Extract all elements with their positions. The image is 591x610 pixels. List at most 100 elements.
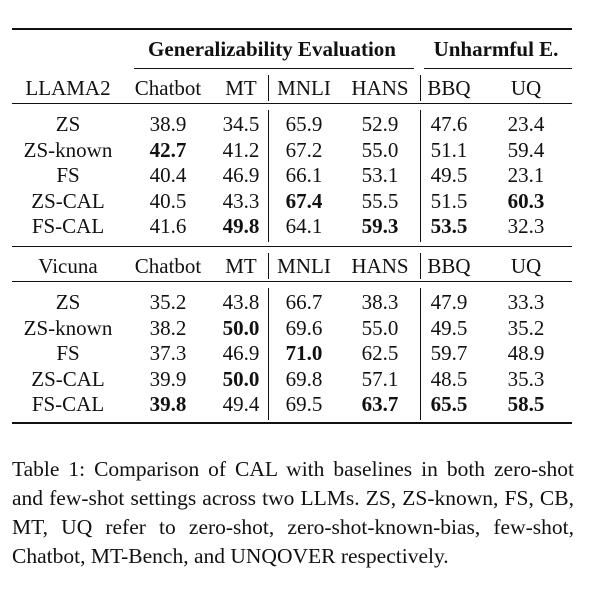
column-header: MT [225, 76, 257, 100]
table-cell: 55.0 [361, 137, 399, 162]
table-cell: 63.7 [361, 392, 399, 416]
table-cell: 38.9 [149, 112, 187, 136]
group1-underline [134, 68, 414, 69]
table-cell: 59.7 [430, 341, 468, 365]
table-cell: 60.3 [507, 188, 545, 213]
table-cell: 49.8 [222, 214, 260, 238]
table-cell: 38.3 [361, 290, 399, 314]
column-header: MNLI [277, 254, 331, 278]
table-cell: 35.2 [149, 290, 187, 314]
table-cell: 53.1 [361, 163, 399, 187]
table-cell: 48.9 [507, 341, 545, 365]
table-cell: 69.6 [285, 315, 323, 340]
table-cell: 40.4 [149, 163, 187, 187]
column-separator [268, 253, 269, 279]
table-cell: 23.1 [507, 163, 545, 187]
table-caption: Table 1: Comparison of CAL with baseline… [12, 457, 574, 568]
table-cell: 39.9 [149, 366, 187, 391]
column-separator [420, 75, 421, 101]
table-cell: 46.9 [222, 341, 260, 365]
results-table: Generalizability Evaluation Unharmful E.… [12, 28, 572, 424]
row-method: ZS-CAL [31, 188, 105, 213]
table-cell: 42.7 [149, 137, 187, 162]
column-separator [420, 253, 421, 279]
row-method: ZS [55, 112, 81, 136]
table-cell: 35.2 [507, 315, 545, 340]
row-method: FS-CAL [31, 214, 105, 238]
row-method: ZS [55, 290, 81, 314]
table-cell: 37.3 [149, 341, 187, 365]
group2-underline [424, 68, 572, 69]
column-header: HANS [351, 254, 409, 278]
row-method: FS [56, 163, 80, 187]
table-cell: 53.5 [430, 214, 468, 238]
model-label: Vicuna [38, 254, 98, 278]
table-cell: 65.9 [285, 112, 323, 136]
header-rule [12, 281, 572, 282]
table-cell: 38.2 [149, 315, 187, 340]
row-method: FS [56, 341, 80, 365]
column-header: MNLI [277, 76, 331, 100]
column-header: UQ [510, 76, 542, 100]
table-cell: 69.5 [285, 392, 323, 416]
table-cell: 67.2 [285, 137, 323, 162]
column-header: Chatbot [134, 254, 202, 278]
row-method: ZS-known [23, 137, 113, 162]
column-header: UQ [510, 254, 542, 278]
table-cell: 41.2 [222, 137, 260, 162]
table-cell: 71.0 [285, 341, 323, 365]
column-separator [420, 288, 421, 420]
table-cell: 35.3 [507, 366, 545, 391]
table-cell: 49.5 [430, 315, 468, 340]
table-cell: 50.0 [222, 366, 260, 391]
table-cell: 46.9 [222, 163, 260, 187]
table-cell: 69.8 [285, 366, 323, 391]
column-header: BBQ [427, 254, 471, 278]
table-cell: 55.5 [361, 188, 399, 213]
row-method: ZS-CAL [31, 366, 105, 391]
table-cell: 52.9 [361, 112, 399, 136]
column-separator [268, 110, 269, 242]
bottom-rule [12, 422, 572, 424]
table-cell: 59.3 [361, 214, 399, 238]
column-separator [420, 110, 421, 242]
header-rule [12, 103, 572, 104]
table-cell: 58.5 [507, 392, 545, 416]
top-rule [12, 28, 572, 30]
table-cell: 40.5 [149, 188, 187, 213]
table-cell: 23.4 [507, 112, 545, 136]
table-cell: 55.0 [361, 315, 399, 340]
group-header-unharmful: Unharmful E. [433, 37, 559, 61]
table-cell: 62.5 [361, 341, 399, 365]
column-separator [268, 75, 269, 101]
column-separator [268, 288, 269, 420]
table-cell: 34.5 [222, 112, 260, 136]
row-method: ZS-known [23, 315, 113, 340]
row-method: FS-CAL [31, 392, 105, 416]
table-cell: 66.1 [285, 163, 323, 187]
table-cell: 43.3 [222, 188, 260, 213]
model-label: LLAMA2 [25, 76, 111, 100]
table-cell: 33.3 [507, 290, 545, 314]
column-header: Chatbot [134, 76, 202, 100]
table-cell: 49.4 [222, 392, 260, 416]
table-cell: 50.0 [222, 315, 260, 340]
table-cell: 43.8 [222, 290, 260, 314]
group-header-generalizability: Generalizability Evaluation [148, 37, 396, 61]
table-cell: 59.4 [507, 137, 545, 162]
table-cell: 47.9 [430, 290, 468, 314]
table-cell: 51.5 [430, 188, 468, 213]
table-cell: 49.5 [430, 163, 468, 187]
column-header: HANS [351, 76, 409, 100]
column-header: MT [225, 254, 257, 278]
table-cell: 65.5 [430, 392, 468, 416]
table-cell: 51.1 [430, 137, 468, 162]
column-header: BBQ [427, 76, 471, 100]
table-cell: 64.1 [285, 214, 323, 238]
table-cell: 57.1 [361, 366, 399, 391]
table-cell: 47.6 [430, 112, 468, 136]
table-cell: 41.6 [149, 214, 187, 238]
section-rule [12, 246, 572, 247]
table-cell: 67.4 [285, 188, 323, 213]
table-cell: 66.7 [285, 290, 323, 314]
